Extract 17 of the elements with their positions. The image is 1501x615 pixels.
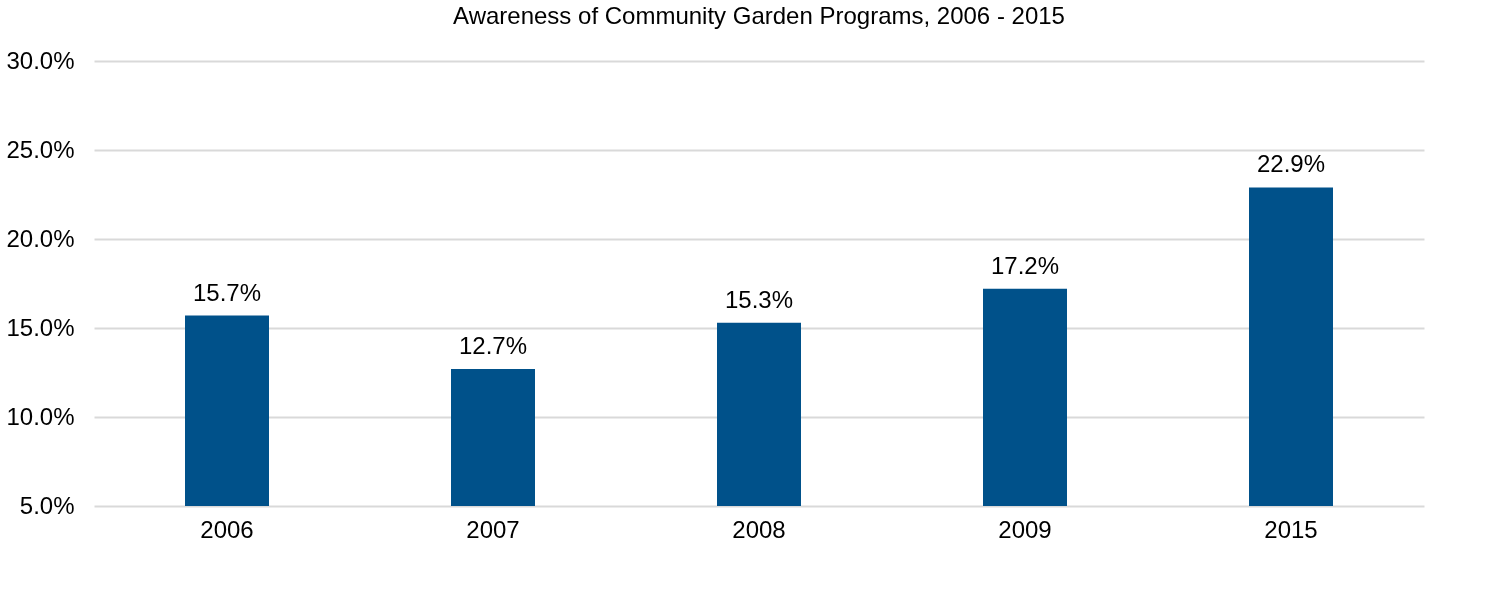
data-label: 17.2% <box>990 251 1060 279</box>
y-tick-label: 5.0% <box>19 491 75 519</box>
y-tick-label: 15.0% <box>6 313 75 341</box>
chart-title: Awareness of Community Garden Programs, 2006 - 2015 <box>453 2 1065 29</box>
x-tick-label: 2015 <box>1264 515 1318 543</box>
y-tick-label: 10.0% <box>6 402 75 430</box>
x-tick-label: 2008 <box>732 515 786 543</box>
x-tick-label: 2006 <box>200 515 254 543</box>
y-tick-label: 30.0% <box>6 46 75 74</box>
data-label: 12.7% <box>458 331 528 359</box>
x-tick-label: 2007 <box>466 515 520 543</box>
y-tick-label: 20.0% <box>6 224 75 252</box>
data-label: 22.9% <box>1256 150 1326 178</box>
y-tick-label: 25.0% <box>6 135 75 163</box>
data-label: 15.3% <box>724 285 794 313</box>
data-label: 15.7% <box>192 278 262 306</box>
x-tick-label: 2009 <box>998 515 1052 543</box>
